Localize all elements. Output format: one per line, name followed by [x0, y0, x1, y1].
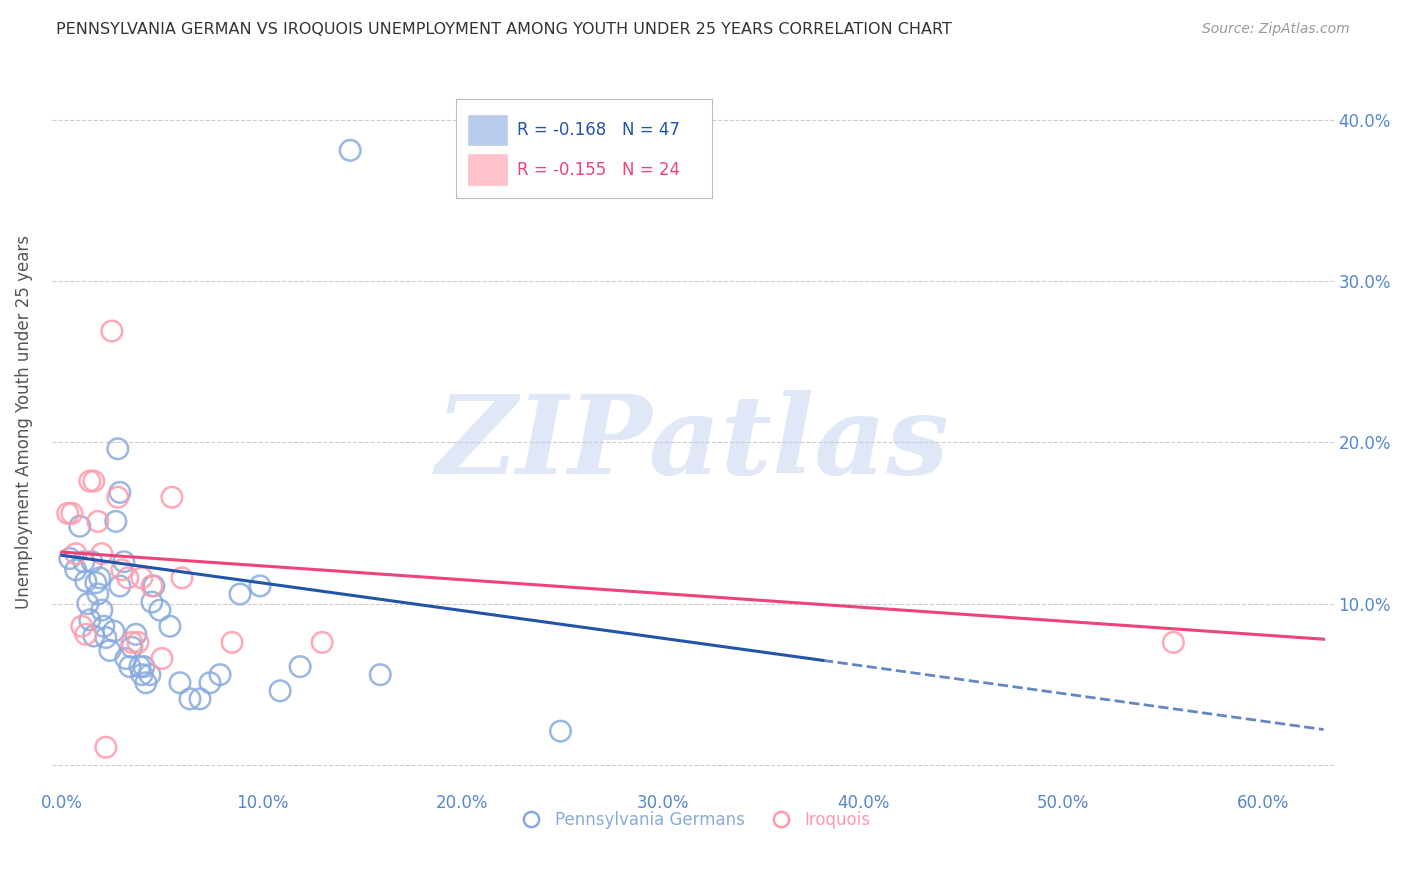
Point: [127, 635, 149, 649]
Point: [159, 619, 181, 633]
Point: [229, 587, 252, 601]
Point: [103, 624, 125, 639]
FancyBboxPatch shape: [468, 154, 506, 185]
Point: [1163, 635, 1185, 649]
Point: [83, 629, 105, 643]
Point: [221, 635, 243, 649]
Point: [87, 587, 110, 601]
Point: [198, 675, 221, 690]
Point: [269, 683, 291, 698]
Point: [135, 675, 157, 690]
Point: [98, 643, 121, 657]
Point: [79, 613, 101, 627]
Point: [79, 474, 101, 488]
Text: R = -0.155   N = 24: R = -0.155 N = 24: [517, 161, 681, 178]
Point: [80, 555, 103, 569]
FancyBboxPatch shape: [468, 114, 506, 145]
Point: [107, 442, 129, 456]
Point: [69, 519, 91, 533]
Point: [56, 506, 79, 520]
Text: ZIPatlas: ZIPatlas: [436, 391, 949, 498]
Point: [70, 619, 93, 633]
Point: [149, 603, 172, 617]
Point: [90, 603, 112, 617]
Point: [339, 144, 361, 158]
Point: [141, 579, 163, 593]
Point: [115, 651, 138, 665]
Point: [93, 619, 115, 633]
Point: [83, 474, 105, 488]
Point: [121, 635, 143, 649]
Point: [87, 515, 110, 529]
Point: [311, 635, 333, 649]
Point: [75, 574, 97, 588]
Point: [76, 597, 98, 611]
Point: [94, 631, 117, 645]
Point: [169, 675, 191, 690]
Text: R = -0.168   N = 47: R = -0.168 N = 47: [517, 121, 681, 139]
Legend: Pennsylvania Germans, Iroquois: Pennsylvania Germans, Iroquois: [508, 805, 877, 836]
Point: [59, 551, 82, 566]
Point: [73, 555, 96, 569]
Point: [249, 579, 271, 593]
Text: PENNSYLVANIA GERMAN VS IROQUOIS UNEMPLOYMENT AMONG YOUTH UNDER 25 YEARS CORRELAT: PENNSYLVANIA GERMAN VS IROQUOIS UNEMPLOY…: [56, 22, 952, 37]
Point: [108, 579, 131, 593]
Point: [117, 571, 139, 585]
Point: [121, 640, 143, 655]
Point: [128, 659, 150, 673]
Point: [160, 490, 183, 504]
Point: [111, 563, 134, 577]
Text: Source: ZipAtlas.com: Source: ZipAtlas.com: [1202, 22, 1350, 37]
Point: [170, 571, 193, 585]
FancyBboxPatch shape: [456, 99, 711, 198]
Point: [104, 515, 127, 529]
Point: [90, 547, 112, 561]
Point: [188, 691, 211, 706]
Point: [131, 571, 153, 585]
Point: [65, 547, 87, 561]
Point: [131, 667, 153, 681]
Point: [288, 659, 311, 673]
Point: [208, 667, 231, 681]
Point: [84, 575, 107, 590]
Point: [101, 324, 124, 338]
Point: [108, 485, 131, 500]
Point: [94, 740, 117, 755]
Point: [125, 627, 148, 641]
Point: [75, 627, 97, 641]
Point: [150, 651, 173, 665]
Y-axis label: Unemployment Among Youth under 25 years: Unemployment Among Youth under 25 years: [15, 235, 32, 609]
Point: [142, 579, 165, 593]
Point: [550, 724, 572, 739]
Point: [118, 659, 141, 673]
Point: [60, 506, 83, 520]
Point: [112, 555, 135, 569]
Point: [89, 571, 111, 585]
Point: [139, 667, 162, 681]
Point: [65, 563, 87, 577]
Point: [179, 691, 201, 706]
Point: [368, 667, 391, 681]
Point: [132, 659, 155, 673]
Point: [141, 595, 163, 609]
Point: [107, 490, 129, 504]
